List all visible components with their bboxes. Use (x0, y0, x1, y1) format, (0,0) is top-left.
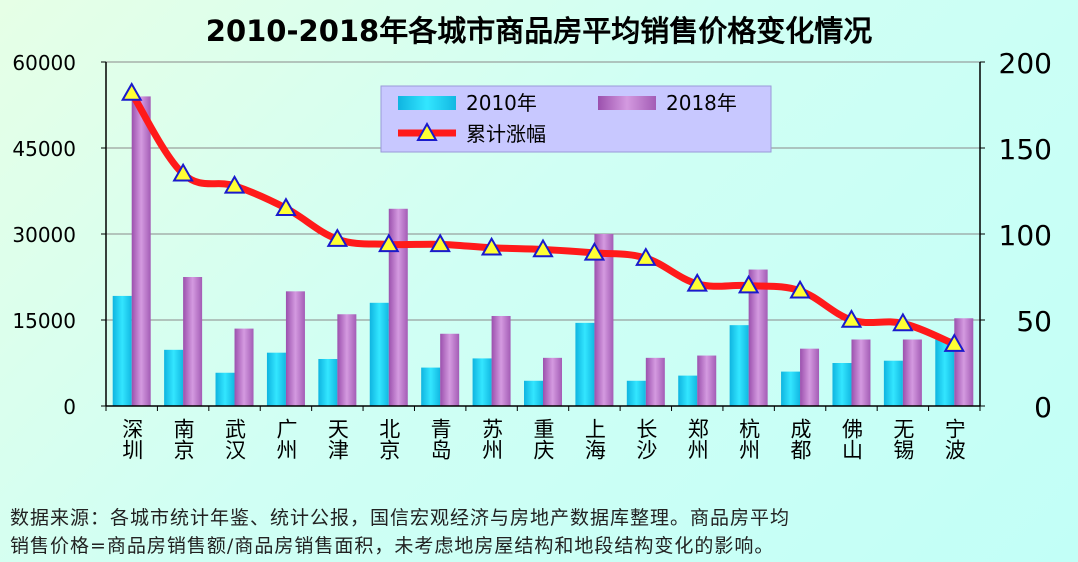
marker-growth-16 (943, 333, 966, 352)
y2-tick-label: 200 (999, 47, 1052, 80)
x-tick-label: 长沙 (634, 418, 658, 460)
bar-2018-16 (954, 318, 974, 406)
x-tick-label: 杭州 (737, 418, 761, 460)
bar-2010-9 (575, 322, 595, 406)
x-tick-label: 成都 (788, 418, 812, 460)
bar-2018-10 (645, 357, 665, 406)
x-tick-label: 天津 (325, 418, 349, 460)
bar-2018-8 (543, 357, 562, 406)
marker-growth-14 (840, 308, 863, 328)
bar-2010-13 (781, 371, 801, 406)
y2-tick-label: 150 (999, 133, 1052, 166)
bar-2018-5 (388, 208, 408, 406)
bar-2018-11 (697, 355, 717, 406)
marker-growth-11 (686, 272, 708, 292)
marker-growth-13 (789, 279, 811, 299)
chart-title: 2010-2018年各城市商品房平均销售价格变化情况 (205, 14, 873, 48)
bar-2010-6 (421, 367, 441, 406)
legend-label-growth: 累计涨幅 (466, 122, 546, 146)
bar-2018-14 (851, 339, 871, 406)
bar-2010-16 (935, 338, 955, 406)
x-tick-label: 广州 (274, 418, 298, 460)
bar-2018-7 (491, 315, 511, 406)
y-tick-label: 60000 (12, 51, 76, 75)
y-tick-label: 0 (63, 395, 76, 419)
x-tick-label: 北京 (377, 418, 401, 460)
bar-2018-3 (285, 291, 305, 406)
legend-label-2010: 2010年 (466, 91, 537, 115)
y-tick-label: 15000 (12, 309, 76, 333)
x-tick-label: 重庆 (531, 418, 555, 460)
legend-label-2018: 2018年 (666, 91, 737, 115)
marker-growth-12 (737, 274, 760, 294)
x-tick-label: 武汉 (223, 418, 247, 460)
marker-growth-9 (583, 241, 606, 261)
bar-2010-10 (626, 380, 646, 406)
footnote: 数据来源：各城市统计年鉴、统计公报，国信宏观经济与房地产数据库整理。商品房平均 … (10, 504, 1070, 560)
bar-2018-0 (131, 96, 151, 407)
legend-swatch-2010 (398, 96, 456, 110)
y2-tick-label: 0 (1034, 391, 1052, 424)
legend-swatch-2018 (598, 96, 656, 110)
bar-2010-8 (524, 380, 543, 406)
y2-tick-label: 50 (1016, 305, 1052, 338)
marker-growth-4 (326, 228, 349, 247)
bar-2010-12 (729, 325, 749, 406)
bar-2018-15 (902, 339, 922, 406)
x-tick-label: 无锡 (891, 418, 915, 460)
price-change-chart: 0 15000 30000 45000 60000 0 50 100 150 200 深圳 南京 武汉广… (12, 47, 1052, 460)
x-tick-label: 上海 (582, 418, 606, 460)
bar-2018-13 (800, 348, 820, 406)
x-tick-label: 南京 (171, 418, 195, 460)
bar-2018-12 (748, 269, 768, 406)
x-tick-label: 佛山 (839, 418, 863, 460)
y-tick-label: 45000 (12, 137, 76, 161)
bar-2010-2 (215, 372, 235, 406)
bar-2018-6 (440, 333, 460, 406)
bar-2018-2 (234, 328, 254, 406)
bar-2010-4 (318, 358, 338, 406)
x-tick-label: 青岛 (428, 418, 452, 460)
y-tick-label: 30000 (12, 223, 76, 247)
bar-2018-1 (183, 277, 203, 406)
bar-2010-5 (369, 302, 389, 406)
bar-2010-15 (883, 360, 903, 406)
x-tick-label: 宁波 (942, 418, 966, 460)
x-tick-label: 深圳 (120, 418, 144, 460)
marker-growth-0 (120, 81, 143, 101)
footnote-line-1: 数据来源：各城市统计年鉴、统计公报，国信宏观经济与房地产数据库整理。商品房平均 (10, 507, 791, 529)
marker-growth-1 (172, 162, 194, 182)
bar-2010-1 (164, 349, 184, 406)
x-tick-label: 郑州 (685, 418, 709, 460)
bar-2018-4 (337, 314, 357, 406)
bar-2010-7 (472, 358, 492, 406)
marker-growth-2 (223, 174, 246, 194)
bar-2010-14 (832, 363, 852, 406)
x-tick-label: 苏州 (480, 418, 504, 460)
marker-growth-10 (635, 247, 657, 266)
footnote-line-2: 销售价格=商品房销售额/商品房销售面积，未考虑地房屋结构和地段结构变化的影响。 (10, 535, 775, 557)
bar-2018-9 (594, 234, 614, 406)
marker-growth-5 (378, 233, 400, 253)
bar-2010-0 (112, 295, 132, 406)
marker-growth-6 (429, 233, 451, 253)
bar-2010-3 (266, 352, 286, 406)
marker-growth-15 (892, 312, 914, 332)
marker-growth-7 (480, 236, 503, 256)
bar-2010-11 (678, 375, 698, 406)
marker-growth-8 (532, 238, 554, 258)
legend-swatch-growth-marker (416, 121, 438, 141)
y2-tick-label: 100 (999, 219, 1052, 252)
marker-growth-3 (275, 197, 297, 216)
